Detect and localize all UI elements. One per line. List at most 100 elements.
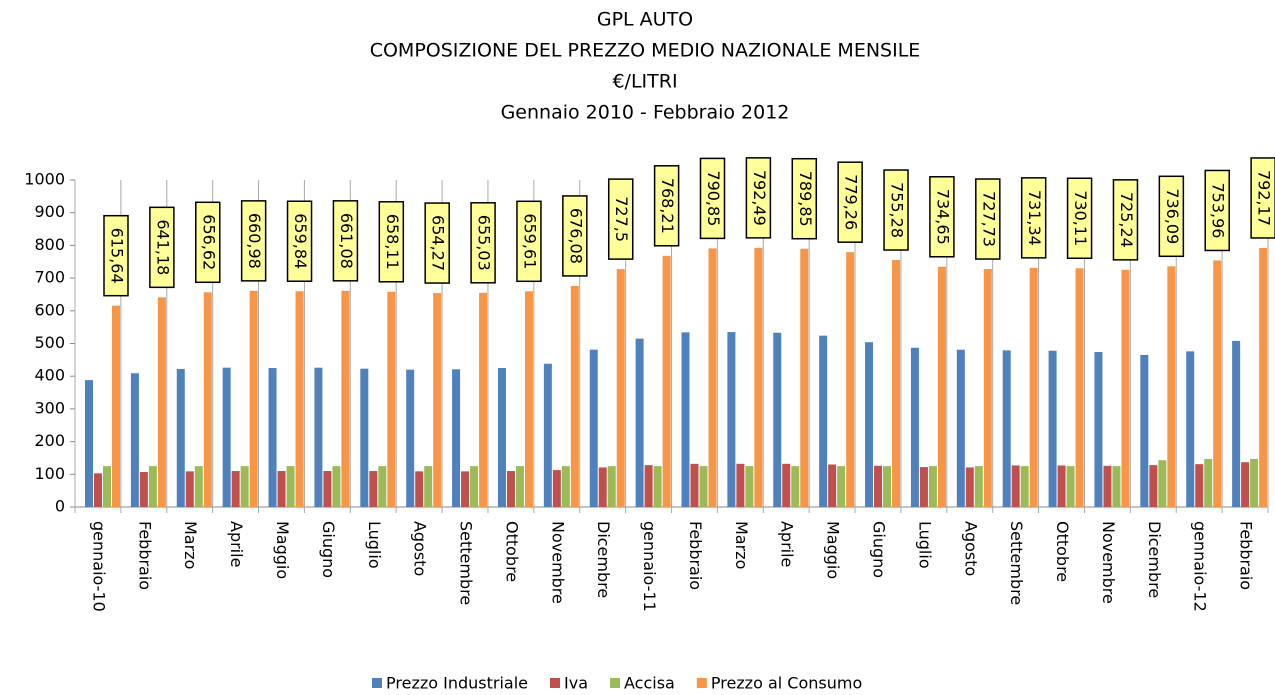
bar: [956, 349, 965, 507]
value-label-box: [286, 200, 313, 282]
legend-label: Iva: [564, 674, 588, 693]
value-label-box: [149, 206, 175, 289]
x-tick-label: Agosto: [411, 521, 430, 576]
bar: [231, 471, 240, 507]
x-tick-label: Ottobre: [1053, 521, 1072, 582]
bar: [424, 466, 433, 507]
bar: [1149, 465, 1158, 507]
value-label-box: [470, 202, 496, 284]
x-tick-label: Novembre: [1099, 521, 1118, 604]
value-label-box: [1158, 175, 1185, 258]
bar: [919, 467, 928, 507]
value-label: 654,27: [429, 215, 448, 271]
bar: [782, 463, 791, 507]
bar: [94, 473, 102, 507]
bar: [185, 471, 194, 507]
y-tick-label: 0: [55, 497, 65, 516]
x-tick-label: Aprile: [778, 521, 797, 567]
legend-swatch: [610, 678, 620, 688]
bar: [828, 464, 837, 507]
bar: [369, 471, 378, 507]
value-label: 658,11: [383, 214, 402, 270]
bar: [323, 471, 332, 507]
bar: [1204, 458, 1213, 507]
value-label: 768,21: [658, 178, 677, 234]
bar: [570, 285, 579, 507]
bar: [974, 466, 983, 507]
x-tick-label: Aprile: [227, 521, 246, 567]
x-tick-label: Agosto: [961, 521, 980, 576]
x-tick-label: Settembre: [1007, 521, 1026, 605]
value-label-box: [240, 200, 267, 282]
y-tick-label: 600: [34, 300, 65, 319]
value-label: 792,49: [750, 170, 769, 226]
bar: [865, 342, 874, 507]
value-label-box: [424, 202, 450, 284]
y-tick-label: 100: [34, 464, 65, 483]
value-label: 730,11: [1071, 190, 1090, 246]
bar: [589, 349, 598, 507]
value-label: 615,64: [107, 228, 126, 284]
bar: [1112, 466, 1121, 507]
bar: [112, 305, 120, 507]
bar: [1094, 352, 1103, 507]
value-label-box: [929, 176, 955, 258]
value-label-box: [103, 214, 129, 297]
bar: [332, 466, 341, 507]
bar: [1121, 269, 1130, 507]
value-label: 736,09: [1163, 188, 1182, 244]
value-label-box: [195, 201, 221, 284]
bar: [983, 269, 992, 507]
bar: [1066, 466, 1075, 507]
bar: [1057, 465, 1066, 507]
bar: [965, 467, 974, 507]
x-tick-label: Dicembre: [1145, 521, 1164, 598]
y-tick-label: 400: [34, 366, 65, 385]
value-label-box: [653, 165, 680, 247]
value-label: 731,34: [1025, 190, 1044, 246]
y-tick-label: 300: [34, 398, 65, 417]
bar: [1232, 340, 1241, 507]
bar: [515, 466, 524, 507]
bar: [1140, 354, 1149, 507]
bar: [616, 269, 625, 507]
x-tick-label: Febbraio: [135, 521, 154, 590]
legend-swatch: [550, 678, 560, 688]
bar: [1167, 266, 1176, 507]
value-label-box: [378, 201, 405, 283]
bar: [203, 292, 212, 507]
value-label-box: [1020, 177, 1047, 259]
x-tick-label: Luglio: [365, 521, 384, 569]
value-label-box: [791, 157, 818, 240]
x-tick-label: Settembre: [457, 521, 476, 605]
bar: [653, 466, 662, 507]
bar: [479, 292, 488, 507]
bar: [103, 466, 111, 507]
bar: [240, 466, 249, 507]
bar: [910, 347, 919, 507]
bar: [461, 471, 470, 507]
legend-swatch: [372, 678, 382, 688]
x-tick-label: Giugno: [319, 521, 338, 578]
bar: [791, 466, 800, 507]
value-label: 792,17: [1255, 170, 1274, 226]
bar: [249, 290, 258, 507]
bar: [754, 247, 763, 507]
value-label-box: [1112, 179, 1139, 261]
bar: [1195, 464, 1204, 507]
value-label-box: [745, 157, 772, 239]
bar: [1103, 465, 1112, 507]
bar: [745, 466, 754, 507]
y-tick-label: 200: [34, 431, 65, 450]
legend-label: Prezzo Industriale: [386, 674, 528, 693]
y-tick-label: 1000: [24, 170, 65, 189]
bar: [1213, 260, 1222, 507]
value-label: 789,85: [796, 171, 815, 227]
bar: [937, 266, 946, 507]
bar: [433, 293, 442, 507]
bar: [846, 252, 855, 507]
bar: [598, 467, 607, 507]
value-label-box: [516, 200, 542, 283]
bar: [736, 463, 745, 507]
bar: [662, 255, 671, 507]
